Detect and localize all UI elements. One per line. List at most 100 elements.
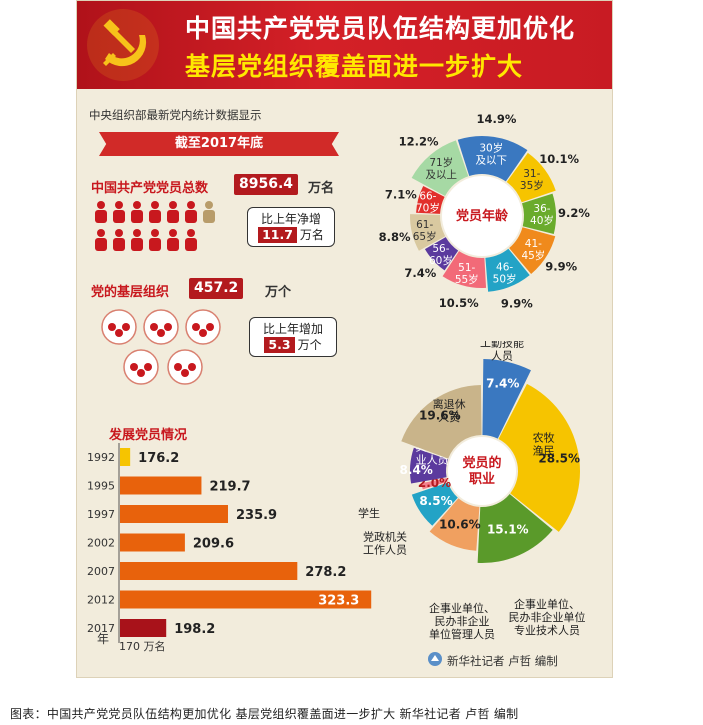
- age-value-label-7: 8.8%: [379, 230, 411, 244]
- occupation-category-label-2: 企事业单位、民办非企业单位专业技术人员: [509, 597, 586, 637]
- occupation-slice-4: [411, 482, 458, 526]
- occupation-category-label-4: 党政机关工作人员: [363, 530, 407, 557]
- age-slice-8: [416, 185, 445, 214]
- occupation-slice-2: [477, 494, 553, 563]
- age-value-label-0: 14.9%: [477, 112, 517, 126]
- infographic-poster: 中国共产党党员队伍结构更加优化 基层党组织覆盖面进一步扩大 中央组织部最新党内统…: [76, 0, 613, 678]
- bar-value-label-4: 278.2: [305, 565, 346, 580]
- bar-category-label-2: 1997: [87, 508, 115, 521]
- age-slice-label-1: 31-35岁: [520, 168, 544, 192]
- bar-category-label-0: 1992: [87, 451, 115, 464]
- age-value-label-5: 10.5%: [439, 296, 479, 310]
- date-band: 截至2017年底: [99, 132, 339, 156]
- orgs-change-label: 比上年增加: [262, 322, 323, 336]
- occupation-value-label-1: 28.5%: [538, 451, 580, 465]
- members-change-bubble: 比上年净增 11.7 万名: [247, 207, 335, 247]
- occupation-category-label-7: 离退休人员: [433, 397, 466, 424]
- age-slice-4: [485, 248, 530, 292]
- occupation-center: [448, 437, 516, 505]
- age-value-label-9: 12.2%: [399, 134, 439, 148]
- orgs-change-bubble: 比上年增加 5.3 万个: [249, 317, 337, 357]
- occupation-slice-1: [498, 383, 580, 532]
- occupation-donut-chart: 7.4% 工勤技能人员 28.5%农牧渔民 15.1% 企事业单位、民办非企业单位专业技…: [358, 341, 586, 641]
- age-slice-6: [424, 237, 459, 271]
- age-slice-5: [442, 251, 487, 288]
- occupation-value-label-0: 7.4%: [486, 376, 519, 390]
- age-value-label-6: 7.4%: [404, 266, 436, 280]
- occupation-slice-7: [401, 385, 482, 459]
- age-center: [442, 176, 522, 256]
- occupation-category-label-0: 工勤技能人员: [480, 341, 524, 363]
- member-development-bar-chart: 1992 176.2 1995 219.7 1997 235.9 2002 209.6 2007…: [87, 443, 372, 653]
- bar-axis-start-label: 170 万名: [119, 639, 166, 653]
- bar-year-unit-label: 年: [97, 632, 109, 646]
- organization-icons: [101, 309, 221, 385]
- age-value-label-4: 9.9%: [501, 296, 533, 310]
- bar-category-label-6: 2017: [87, 622, 115, 635]
- bar-category-label-4: 2007: [87, 565, 115, 578]
- age-slice-label-0: 30岁及以下: [476, 142, 508, 167]
- age-slice-label-5: 51-55岁: [455, 262, 479, 286]
- age-center-label: 党员年龄: [456, 208, 509, 224]
- bar-2002: [120, 533, 185, 552]
- occupation-value-label-3: 10.6%: [439, 518, 481, 532]
- title-line-1: 中国共产党党员队伍结构更加优化: [185, 14, 576, 43]
- occupation-category-label-1: 农牧渔民: [533, 430, 555, 457]
- occupation-slice-5: [421, 478, 448, 490]
- occupation-value-label-6: 8.4%: [400, 463, 433, 477]
- age-value-label-1: 10.1%: [539, 152, 579, 166]
- bar-2017: [120, 619, 167, 637]
- bar-value-label-3: 209.6: [193, 537, 234, 552]
- orgs-change-unit: 万个: [297, 338, 322, 352]
- bar-value-label-0: 176.2: [138, 451, 179, 466]
- occupation-value-label-4: 8.5%: [419, 494, 452, 508]
- age-slice-7: [410, 214, 446, 251]
- header-banner: 中国共产党党员队伍结构更加优化 基层党组织覆盖面进一步扩大: [77, 1, 612, 89]
- bar-value-label-5: 323.3: [318, 594, 359, 609]
- bar-category-label-3: 2002: [87, 537, 115, 550]
- person-icon-row-1: [95, 201, 215, 223]
- person-icon-row-2: [95, 229, 197, 251]
- age-slice-3: [509, 227, 556, 274]
- occupation-value-label-2: 15.1%: [487, 523, 529, 537]
- orgs-unit: 万个: [265, 285, 292, 300]
- age-slice-label-9: 71岁及以上: [426, 156, 458, 181]
- occupation-slice-6: [410, 447, 448, 484]
- bar-value-label-1: 219.7: [209, 480, 250, 495]
- occupation-category-label-3: 企事业单位、民办非企业单位管理人员: [429, 601, 495, 641]
- age-value-label-8: 7.1%: [385, 187, 417, 201]
- members-unit: 万名: [308, 181, 335, 196]
- age-slice-0: [457, 136, 528, 182]
- bar-value-label-2: 235.9: [236, 508, 277, 523]
- credit-text: 新华社记者 卢哲 编制: [447, 654, 558, 668]
- age-value-label-2: 9.2%: [558, 206, 590, 220]
- bar-2007: [120, 562, 298, 580]
- caption: 图表：中国共产党党员队伍结构更加优化 基层党组织覆盖面进一步扩大 新华社记者 卢…: [10, 707, 519, 721]
- age-value-label-3: 9.9%: [545, 260, 577, 274]
- age-slice-label-8: 66-70岁: [416, 191, 440, 215]
- occupation-slice-0: [482, 359, 531, 439]
- party-emblem-icon: [87, 9, 159, 81]
- members-change-unit: 万名: [299, 228, 324, 242]
- members-change-value: 11.7: [258, 227, 297, 243]
- people-icons: [95, 201, 215, 251]
- bar-value-label-6: 198.2: [174, 622, 215, 637]
- occupation-category-label-5: 学生: [358, 506, 380, 520]
- age-slice-label-7: 61-65岁: [413, 219, 437, 243]
- source-note: 中央组织部最新党内统计数据显示: [89, 108, 262, 122]
- members-label: 中国共产党党员总数: [91, 181, 209, 196]
- age-slice-2: [522, 193, 556, 235]
- age-slice-label-3: 41-45岁: [521, 238, 545, 262]
- orgs-value: 457.2: [189, 278, 244, 299]
- age-donut-chart: 30岁及以下14.9%31-35岁10.1%36-40岁9.2%41-45岁9.…: [379, 112, 591, 310]
- age-slice-label-4: 46-50岁: [493, 262, 517, 286]
- orgs-label: 党的基层组织: [91, 285, 170, 300]
- age-slice-1: [506, 152, 556, 203]
- bar-category-label-5: 2012: [87, 594, 115, 607]
- xinhua-logo-icon: [428, 652, 442, 666]
- bar-category-label-1: 1995: [87, 480, 115, 493]
- title-line-2: 基层党组织覆盖面进一步扩大: [185, 52, 524, 81]
- age-slice-label-2: 36-40岁: [530, 203, 554, 227]
- orgs-change-value: 5.3: [264, 337, 295, 353]
- age-slice-label-6: 56-60岁: [429, 243, 453, 267]
